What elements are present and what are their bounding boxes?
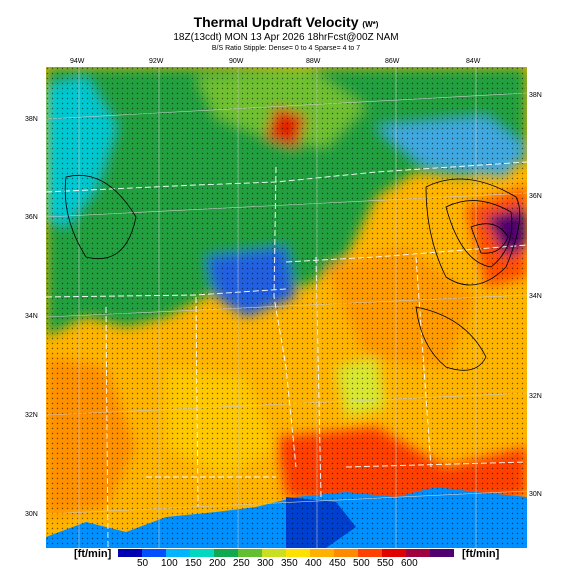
- colorbar-tick-label: 250: [233, 558, 250, 569]
- colorbar-swatch: [118, 549, 142, 557]
- colorbar-swatch: [382, 549, 406, 557]
- colorbar-swatch: [406, 549, 430, 557]
- lon-label-94w: 94W: [70, 58, 85, 65]
- colorbar-tick-label: 550: [377, 558, 394, 569]
- lat-label-34n-right: 34N: [529, 293, 542, 300]
- colorbar-unit-left: [ft/min]: [74, 548, 112, 560]
- lat-label-38n-right: 38N: [529, 92, 542, 99]
- graticule: [46, 67, 527, 548]
- terrain-contours: [64, 175, 521, 371]
- lat-label-32n: 32N: [25, 412, 38, 419]
- colorbar-swatch: [310, 549, 334, 557]
- colorbar-tick-label: 500: [353, 558, 370, 569]
- stipple-note: B/S Ratio Stipple: Dense= 0 to 4 Sparse=…: [211, 45, 361, 52]
- colorbar-tick-label: 50: [137, 558, 149, 569]
- colorbar-tick-label: 400: [305, 558, 322, 569]
- lat-label-32n-right: 32N: [529, 393, 542, 400]
- updraft-map: [46, 67, 527, 548]
- colorbar-tick-label: 100: [161, 558, 178, 569]
- lat-label-36n-right: 36N: [529, 193, 542, 200]
- stipple-dense: [46, 67, 527, 548]
- colorbar-swatch: [214, 549, 238, 557]
- colorbar-swatch: [358, 549, 382, 557]
- colorbar-tick-label: 150: [185, 558, 202, 569]
- colorbar-swatch: [286, 549, 310, 557]
- colorbar-swatch: [334, 549, 358, 557]
- lon-label-90w: 90W: [229, 58, 244, 65]
- lon-label-88w: 88W: [306, 58, 321, 65]
- colorbar-tick-label: 600: [401, 558, 418, 569]
- lon-label-92w: 92W: [149, 58, 164, 65]
- colorbar-swatch: [190, 549, 214, 557]
- lat-label-30n: 30N: [25, 511, 38, 518]
- colorbar-swatch: [166, 549, 190, 557]
- colorbar: [118, 549, 454, 557]
- colorbar-swatch: [142, 549, 166, 557]
- lat-label-38n: 38N: [25, 116, 38, 123]
- colorbar-tick-label: 200: [209, 558, 226, 569]
- colorbar-swatch: [430, 549, 454, 557]
- colorbar-tick-label: 350: [281, 558, 298, 569]
- lon-label-84w: 84W: [466, 58, 481, 65]
- colorbar-swatch: [238, 549, 262, 557]
- lat-label-36n: 36N: [25, 214, 38, 221]
- lat-label-30n-right: 30N: [529, 491, 542, 498]
- colorbar-tick-label: 450: [329, 558, 346, 569]
- colorbar-unit-right: [ft/min]: [462, 548, 500, 560]
- lon-label-86w: 86W: [385, 58, 400, 65]
- lat-label-34n: 34N: [25, 313, 38, 320]
- colorbar-swatch: [262, 549, 286, 557]
- map-title: Thermal Updraft Velocity (W*): [193, 14, 379, 30]
- colorbar-tick-label: 300: [257, 558, 274, 569]
- map-subtitle: 18Z(13cdt) MON 13 Apr 2026 18hrFcst@00Z …: [173, 32, 399, 43]
